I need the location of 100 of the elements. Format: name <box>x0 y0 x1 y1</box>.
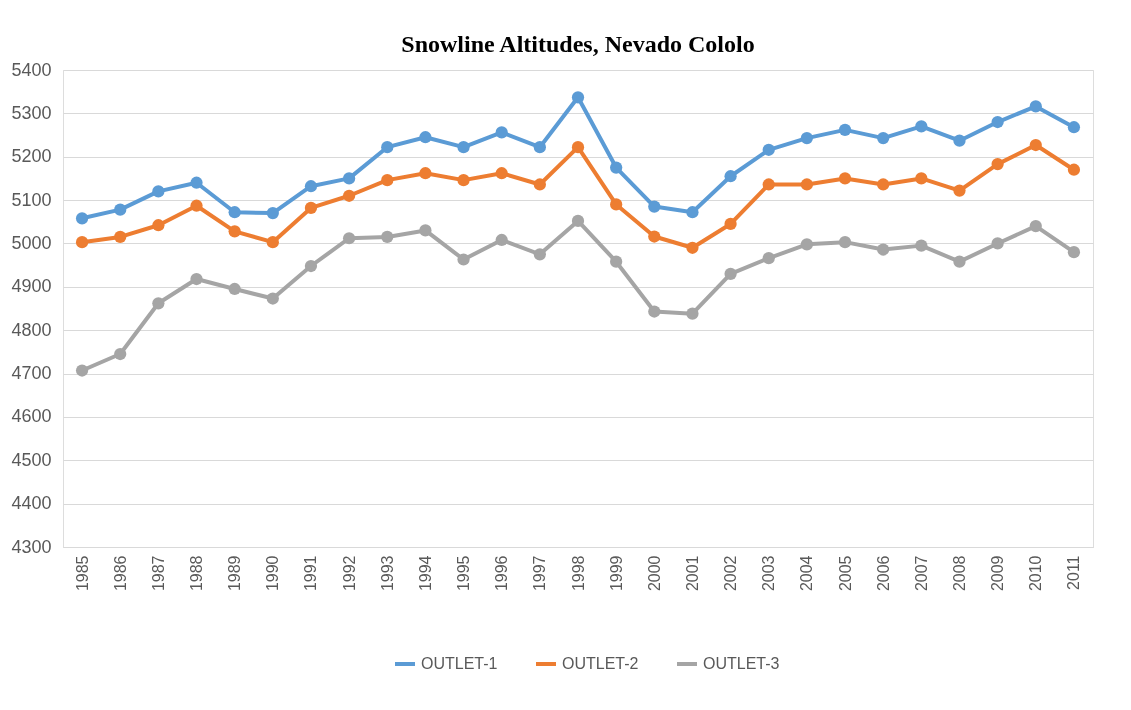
point <box>800 131 814 145</box>
point <box>419 224 432 237</box>
point <box>762 178 775 191</box>
point <box>686 307 699 320</box>
y-tick-label: 4300 <box>11 536 52 557</box>
x-tick-label: 2009 <box>989 555 1007 592</box>
point <box>152 219 165 232</box>
point <box>190 272 203 286</box>
point <box>610 255 623 268</box>
x-tick-label: 1991 <box>302 555 320 592</box>
point <box>304 259 318 273</box>
x-tick-label: 2001 <box>683 555 701 592</box>
x-tick-label: 2005 <box>836 555 854 592</box>
point <box>533 178 546 191</box>
point <box>1067 163 1081 176</box>
point <box>915 172 928 185</box>
point <box>114 230 127 244</box>
point <box>266 236 279 249</box>
point <box>304 201 318 215</box>
point <box>457 141 470 154</box>
point <box>457 174 470 187</box>
point <box>838 123 852 136</box>
point <box>1029 138 1042 152</box>
point <box>724 170 737 183</box>
point <box>877 243 890 256</box>
point <box>648 305 661 318</box>
point <box>381 174 394 187</box>
point <box>991 157 1004 171</box>
x-tick-label: 1990 <box>264 555 282 592</box>
point <box>877 178 890 191</box>
point <box>304 180 318 193</box>
point <box>381 230 394 244</box>
point <box>495 126 508 139</box>
y-tick-label: 4500 <box>11 449 52 470</box>
point <box>762 252 775 265</box>
x-tick-label: 2008 <box>950 555 968 592</box>
point <box>915 239 928 252</box>
x-tick-label: 2006 <box>874 555 892 592</box>
y-tick-label: 5100 <box>11 189 52 210</box>
point <box>838 236 852 249</box>
x-tick-label: 2004 <box>798 555 816 592</box>
x-tick-label: 1999 <box>607 555 625 592</box>
point <box>648 230 661 243</box>
point <box>915 120 928 133</box>
x-tick-label: 2011 <box>1065 555 1083 590</box>
point <box>533 141 546 154</box>
point <box>228 225 241 238</box>
legend-label: OUTLET-2 <box>562 655 639 672</box>
point <box>686 206 699 219</box>
point <box>953 184 966 197</box>
point <box>190 199 203 212</box>
point <box>800 238 814 251</box>
point <box>228 206 241 219</box>
x-tick-label: 1986 <box>111 555 129 592</box>
point <box>1067 121 1081 134</box>
point <box>838 172 852 185</box>
x-tick-label: 1989 <box>226 555 244 592</box>
point <box>953 134 966 147</box>
x-tick-label: 1994 <box>416 555 434 592</box>
point <box>342 189 356 202</box>
y-tick-label: 4800 <box>11 319 52 340</box>
point <box>724 217 737 231</box>
point <box>495 233 508 247</box>
chart-title: Snowline Altitudes, Nevado Cololo <box>401 31 755 57</box>
y-tick-label: 5300 <box>11 102 52 123</box>
point <box>571 214 585 228</box>
x-tick-label: 1995 <box>455 555 473 592</box>
x-tick-label: 2010 <box>1027 555 1045 592</box>
point <box>610 161 623 174</box>
x-tick-label: 1985 <box>73 555 91 592</box>
point <box>152 185 165 198</box>
point <box>75 236 89 249</box>
x-tick-label: 1998 <box>569 555 587 592</box>
y-tick-label: 4700 <box>11 363 52 384</box>
point <box>1029 220 1042 233</box>
point <box>571 91 585 104</box>
x-tick-label: 2002 <box>722 555 740 592</box>
y-tick-label: 4400 <box>11 493 52 514</box>
y-tick-label: 5400 <box>11 59 52 80</box>
x-tick-label: 1987 <box>149 555 167 592</box>
x-tick-label: 1993 <box>378 555 396 592</box>
y-tick-label: 4600 <box>11 406 52 427</box>
point <box>114 203 127 216</box>
point <box>991 237 1004 250</box>
y-tick-label: 5200 <box>11 146 52 167</box>
y-tick-label: 4900 <box>11 276 52 297</box>
x-tick-label: 1997 <box>531 555 549 592</box>
x-tick-label: 2000 <box>645 555 663 592</box>
point <box>190 176 203 189</box>
point <box>877 131 890 145</box>
point <box>953 255 966 268</box>
point <box>419 167 432 180</box>
point <box>724 267 737 280</box>
point <box>266 206 279 220</box>
point <box>152 297 165 310</box>
point <box>1067 246 1081 259</box>
point <box>800 178 814 191</box>
point <box>648 200 661 213</box>
x-tick-label: 1992 <box>340 555 358 592</box>
point <box>419 131 432 144</box>
